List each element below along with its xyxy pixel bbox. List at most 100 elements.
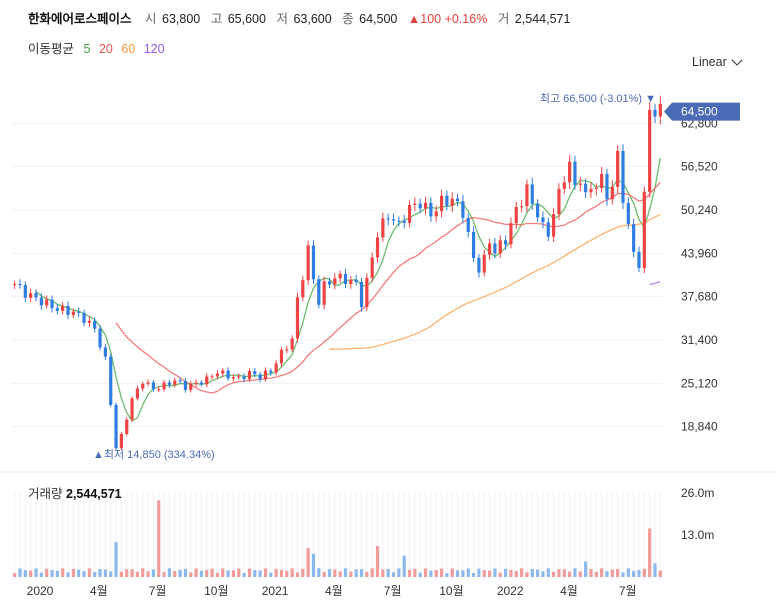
x-tick-label: 7월 [149, 584, 167, 598]
candle-body [455, 198, 460, 202]
candle-body [642, 191, 646, 269]
volume-bar [477, 568, 481, 577]
volume-bar [370, 568, 374, 577]
price-header: 한화에어로스페이스 시 63,800 고 65,600 저 63,600 종 6… [28, 8, 577, 28]
volume-bar [269, 572, 273, 577]
candle-body [109, 356, 113, 405]
candle-body [482, 254, 486, 273]
volume-value: 2,544,571 [514, 12, 571, 26]
current-price-label: 64,500 [681, 105, 718, 119]
candle-body [77, 311, 81, 313]
candle-body [530, 184, 534, 204]
candle-body [375, 237, 380, 258]
candle-body [493, 243, 497, 254]
candle-body [354, 279, 358, 282]
candle-body [653, 109, 657, 117]
candle-body [541, 217, 545, 223]
candle-body [594, 187, 598, 189]
volume-bar [530, 568, 534, 577]
volume-bar [82, 571, 86, 577]
volume-bar [589, 569, 593, 577]
volume-bar [509, 569, 513, 577]
candle-body [311, 245, 316, 280]
candle-body [648, 109, 652, 192]
candle-body [237, 376, 241, 378]
volume-bar [466, 568, 470, 577]
candle-body [450, 198, 454, 206]
volume-tick-label: 26.0m [681, 486, 714, 500]
candle-body [429, 202, 433, 217]
volume-bar [125, 569, 129, 577]
volume-title-label: 거래량 [28, 487, 63, 501]
candle-body [359, 281, 364, 308]
ma-60-toggle[interactable]: 60 [121, 42, 136, 56]
candle-body [471, 231, 476, 258]
ma-20-toggle[interactable]: 20 [98, 42, 113, 56]
volume-bar [173, 571, 177, 577]
candle-body [98, 328, 102, 348]
ma-120-line [649, 281, 661, 286]
candle-body [114, 404, 118, 449]
ma-20-line [115, 182, 661, 394]
ma-5-toggle[interactable]: 5 [83, 42, 91, 56]
volume-bar [354, 569, 358, 577]
volume-bar [279, 569, 284, 577]
candle-body [29, 293, 33, 298]
volume-bar [605, 571, 609, 577]
volume-bar [295, 572, 300, 577]
volume-bar [210, 568, 214, 577]
candle-body [66, 305, 70, 315]
x-tick-label: 2022 [497, 584, 524, 598]
change-value: ▲100 +0.16% [407, 12, 488, 26]
volume-bar [274, 568, 278, 577]
volume-bar [109, 571, 113, 577]
volume-bar [162, 572, 166, 577]
volume-bar [536, 569, 540, 577]
candle-body [343, 273, 348, 284]
volume-bar [45, 568, 49, 577]
candle-body [600, 173, 604, 188]
volume-bar [386, 568, 390, 577]
candle-body [477, 257, 481, 273]
candle-body [487, 243, 492, 255]
high-value: 65,600 [227, 12, 266, 26]
candle-body [461, 201, 465, 218]
volume-bar [61, 568, 65, 577]
volume-bar [626, 568, 630, 577]
volume-bar [50, 569, 54, 577]
scale-selector-button[interactable]: Linear [692, 54, 743, 69]
volume-bar [402, 555, 406, 577]
x-tick-label: 10월 [439, 584, 463, 598]
volume-bar [343, 568, 348, 577]
candle-body [381, 218, 385, 238]
candle-body [423, 202, 428, 209]
volume-bar [621, 572, 625, 577]
volume-bar [311, 553, 316, 577]
candle-body [498, 240, 502, 254]
candle-body [349, 279, 353, 284]
candle-body [194, 382, 198, 384]
volume-bar [29, 570, 33, 577]
volume-bar [375, 545, 380, 577]
volume-bar [584, 561, 588, 577]
candle-body [605, 173, 609, 200]
price-tick-label: 25,120 [681, 376, 718, 390]
price-tick-label: 31,400 [681, 333, 718, 347]
ma-120-toggle[interactable]: 120 [143, 42, 165, 56]
volume-bar [423, 568, 428, 577]
candle-body [552, 214, 556, 237]
volume-bar [391, 572, 396, 577]
volume-bar [247, 568, 252, 577]
ma-60-line [329, 213, 661, 350]
candle-body [445, 195, 449, 206]
candle-body [402, 220, 406, 223]
close-label: 종 [342, 12, 354, 26]
candle-body [610, 186, 614, 200]
candle-body [50, 299, 54, 309]
candle-body [87, 320, 91, 323]
candle-body [269, 370, 273, 373]
candle-body [226, 370, 230, 379]
volume-bar [290, 568, 294, 577]
candle-body [503, 240, 508, 245]
